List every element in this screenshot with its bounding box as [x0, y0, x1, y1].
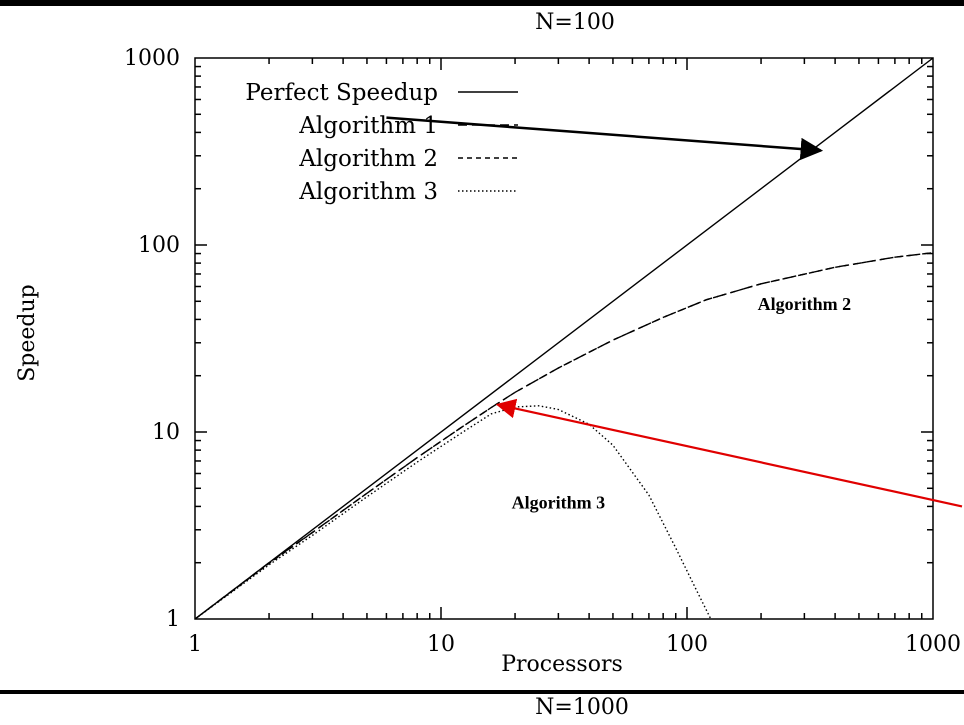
legend-label: Algorithm 2	[298, 146, 438, 172]
series-line-3	[194, 252, 934, 620]
bottom-border	[0, 690, 964, 694]
x-tick-label: 1000	[905, 632, 961, 657]
legend-label: Algorithm 1	[298, 113, 438, 139]
y-axis-label: Speedup	[15, 284, 40, 382]
legend-label: Perfect Speedup	[245, 80, 438, 106]
x-tick-label: 1	[188, 632, 202, 657]
y-tick-label: 100	[138, 233, 180, 258]
red-arrow	[495, 398, 963, 508]
legend-label: Algorithm 3	[298, 179, 438, 205]
chart-subtitle: N=1000	[535, 695, 629, 720]
x-axis-label: Processors	[501, 652, 623, 677]
x-tick-label: 10	[427, 632, 455, 657]
y-tick-label: 1	[166, 607, 180, 632]
x-tick-label: 100	[666, 632, 708, 657]
black-arrow	[386, 116, 824, 161]
plot-frame	[194, 57, 934, 620]
chart-annotation: Algorithm 2	[758, 294, 852, 314]
y-tick-label: 10	[152, 420, 180, 445]
chart-title: N=100	[535, 10, 615, 35]
series-line-1	[194, 57, 934, 620]
axis-ticks	[195, 58, 933, 619]
chart-annotation: Algorithm 3	[512, 492, 606, 512]
legend: Perfect Speedup Algorithm 1 Algorithm 2 Alg…	[245, 80, 518, 205]
axis-tick-labels: 1 10 100 1000 1 10 100 1000	[124, 46, 961, 657]
series-layer	[194, 57, 934, 620]
top-border	[0, 0, 964, 6]
bottom-left-dash	[4, 690, 14, 694]
arrows	[386, 116, 963, 508]
series-line-4	[194, 405, 712, 620]
y-tick-label: 1000	[124, 46, 180, 71]
annotations: Algorithm 2 Algorithm 3	[512, 294, 852, 513]
